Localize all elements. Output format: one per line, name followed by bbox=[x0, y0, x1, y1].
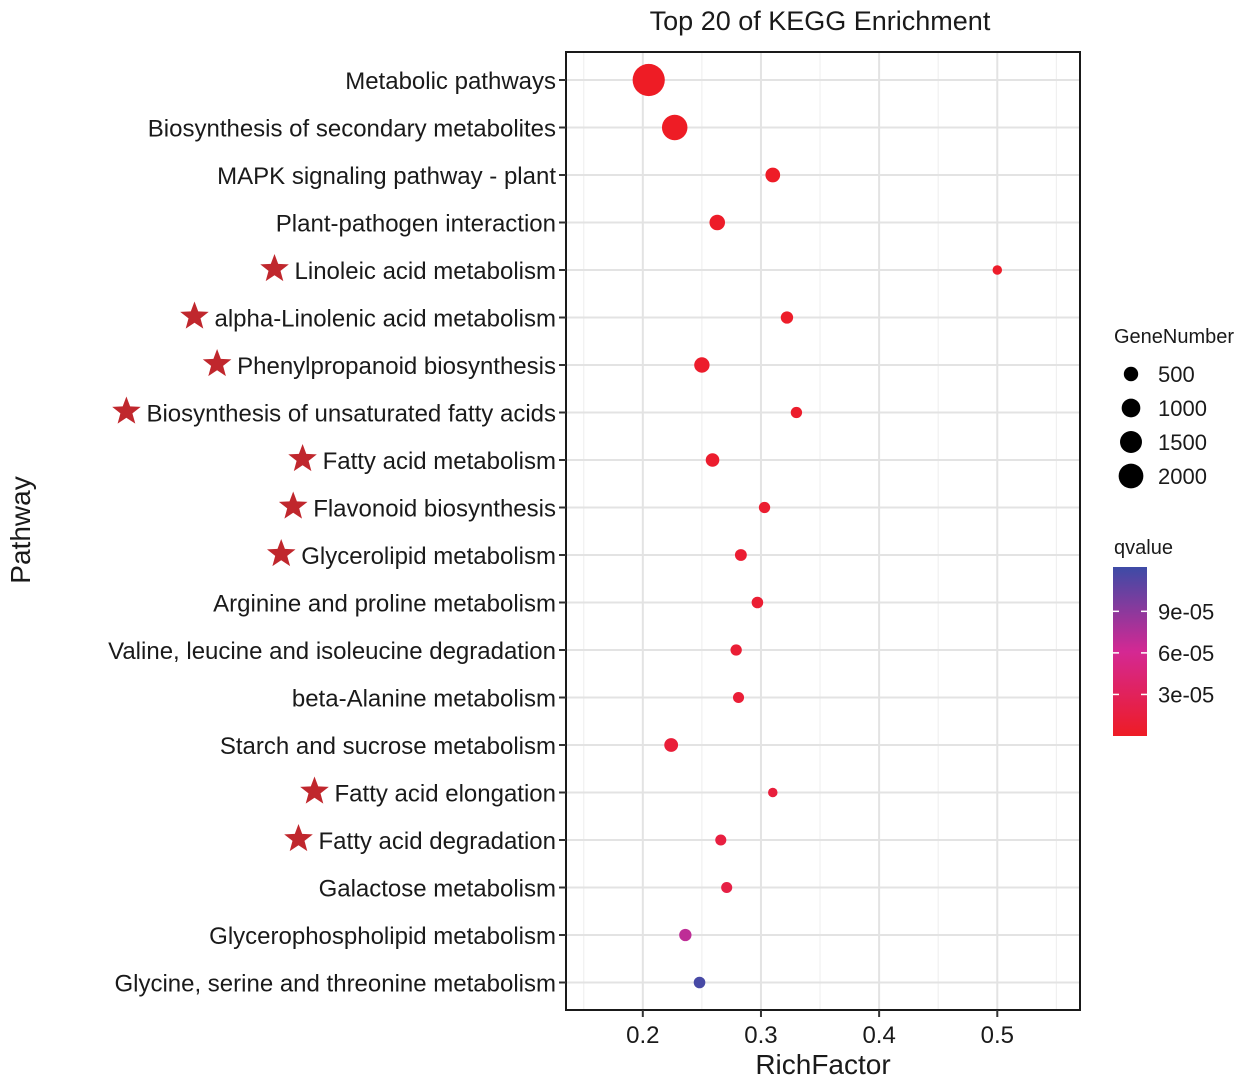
pathway-label: Linoleic acid metabolism bbox=[295, 258, 556, 285]
size-legend-label: 500 bbox=[1158, 362, 1195, 387]
x-tick-label: 0.5 bbox=[981, 1022, 1014, 1049]
data-point bbox=[790, 406, 803, 419]
color-legend-title: qvalue bbox=[1114, 537, 1173, 559]
data-point bbox=[694, 357, 710, 373]
data-point bbox=[715, 834, 727, 846]
color-legend-ticks: 3e-05 6e-05 9e-05 bbox=[1113, 599, 1214, 707]
star-marker-icon bbox=[288, 444, 317, 472]
star-marker-icon bbox=[202, 349, 232, 377]
x-axis-label: RichFactor bbox=[755, 1049, 890, 1080]
data-point bbox=[705, 453, 720, 467]
size-legend: GeneNumber 500 1000 1500 2000 bbox=[1114, 326, 1234, 489]
color-legend-label: 3e-05 bbox=[1158, 682, 1214, 707]
color-legend-label: 6e-05 bbox=[1158, 641, 1214, 666]
pathway-label: Metabolic pathways bbox=[345, 68, 556, 95]
star-marker-icon bbox=[112, 396, 141, 424]
pathway-labels: Metabolic pathways Biosynthesis of second… bbox=[108, 68, 566, 998]
size-legend-dot bbox=[1123, 366, 1139, 382]
x-tick-label: 0.4 bbox=[862, 1022, 895, 1049]
x-axis-ticks: 0.2 0.3 0.4 0.5 bbox=[626, 1010, 1014, 1049]
plot-panel bbox=[565, 51, 1081, 1011]
size-legend-items: 500 1000 1500 2000 bbox=[1118, 362, 1207, 489]
chart-title: Top 20 of KEGG Enrichment bbox=[650, 6, 991, 36]
data-point bbox=[661, 114, 688, 141]
star-marker-icon bbox=[278, 491, 308, 519]
pathway-label: Flavonoid biosynthesis bbox=[313, 496, 556, 523]
size-legend-label: 1000 bbox=[1158, 396, 1207, 421]
size-legend-label: 1500 bbox=[1158, 430, 1207, 455]
star-marker-icon bbox=[260, 254, 289, 282]
pathway-label: Plant-pathogen interaction bbox=[276, 211, 556, 238]
x-tick-label: 0.3 bbox=[744, 1022, 777, 1049]
data-point bbox=[758, 501, 771, 514]
grid-lines bbox=[566, 52, 1080, 1010]
data-point bbox=[780, 311, 794, 324]
size-legend-dot bbox=[1118, 463, 1144, 489]
y-axis-label: Pathway bbox=[5, 476, 36, 583]
data-point bbox=[709, 214, 726, 231]
pathway-label: Fatty acid metabolism bbox=[323, 448, 556, 475]
size-legend-dot bbox=[1120, 431, 1142, 453]
pathway-label: beta-Alanine metabolism bbox=[292, 686, 556, 713]
pathway-label: Fatty acid degradation bbox=[319, 828, 556, 855]
pathway-label: Biosynthesis of secondary metabolites bbox=[148, 116, 556, 143]
pathway-label: Glycerolipid metabolism bbox=[301, 543, 556, 570]
data-point bbox=[693, 976, 706, 989]
data-point bbox=[768, 787, 778, 798]
size-legend-label: 2000 bbox=[1158, 464, 1207, 489]
data-point bbox=[751, 596, 764, 609]
pathway-label: Valine, leucine and isoleucine degradati… bbox=[108, 638, 556, 665]
size-legend-dot bbox=[1121, 398, 1141, 418]
pathway-label: Glycerophospholipid metabolism bbox=[209, 923, 556, 950]
data-point bbox=[732, 691, 745, 704]
data-point bbox=[730, 644, 742, 656]
data-point bbox=[721, 881, 733, 894]
pathway-label: MAPK signaling pathway - plant bbox=[217, 163, 556, 190]
pathway-label: Fatty acid elongation bbox=[335, 781, 556, 808]
data-point bbox=[664, 738, 679, 752]
pathway-label: Galactose metabolism bbox=[319, 876, 556, 903]
pathway-label: Biosynthesis of unsaturated fatty acids bbox=[146, 401, 556, 428]
data-point bbox=[992, 265, 1003, 275]
color-legend: qvalue 3e-05 6e-05 9e-05 bbox=[1113, 537, 1214, 736]
pathway-label: Starch and sucrose metabolism bbox=[220, 733, 556, 760]
color-legend-label: 9e-05 bbox=[1158, 599, 1214, 624]
star-marker-icon bbox=[180, 301, 209, 329]
data-point bbox=[765, 167, 781, 183]
pathway-label: alpha-Linolenic acid metabolism bbox=[214, 306, 556, 333]
size-legend-title: GeneNumber bbox=[1114, 326, 1234, 348]
star-marker-icon bbox=[300, 776, 329, 804]
x-tick-label: 0.2 bbox=[626, 1022, 659, 1049]
data-points bbox=[632, 63, 1003, 989]
panel-border bbox=[565, 51, 1081, 1011]
pathway-label: Arginine and proline metabolism bbox=[213, 591, 556, 618]
qvalue-colorbar bbox=[1113, 567, 1147, 736]
star-marker-icon bbox=[284, 824, 313, 852]
star-marker-icon bbox=[267, 539, 296, 567]
pathway-label: Phenylpropanoid biosynthesis bbox=[237, 353, 556, 380]
data-point bbox=[679, 928, 692, 942]
data-point bbox=[734, 549, 747, 561]
data-point bbox=[632, 63, 665, 97]
pathway-label: Glycine, serine and threonine metabolism bbox=[114, 971, 556, 998]
